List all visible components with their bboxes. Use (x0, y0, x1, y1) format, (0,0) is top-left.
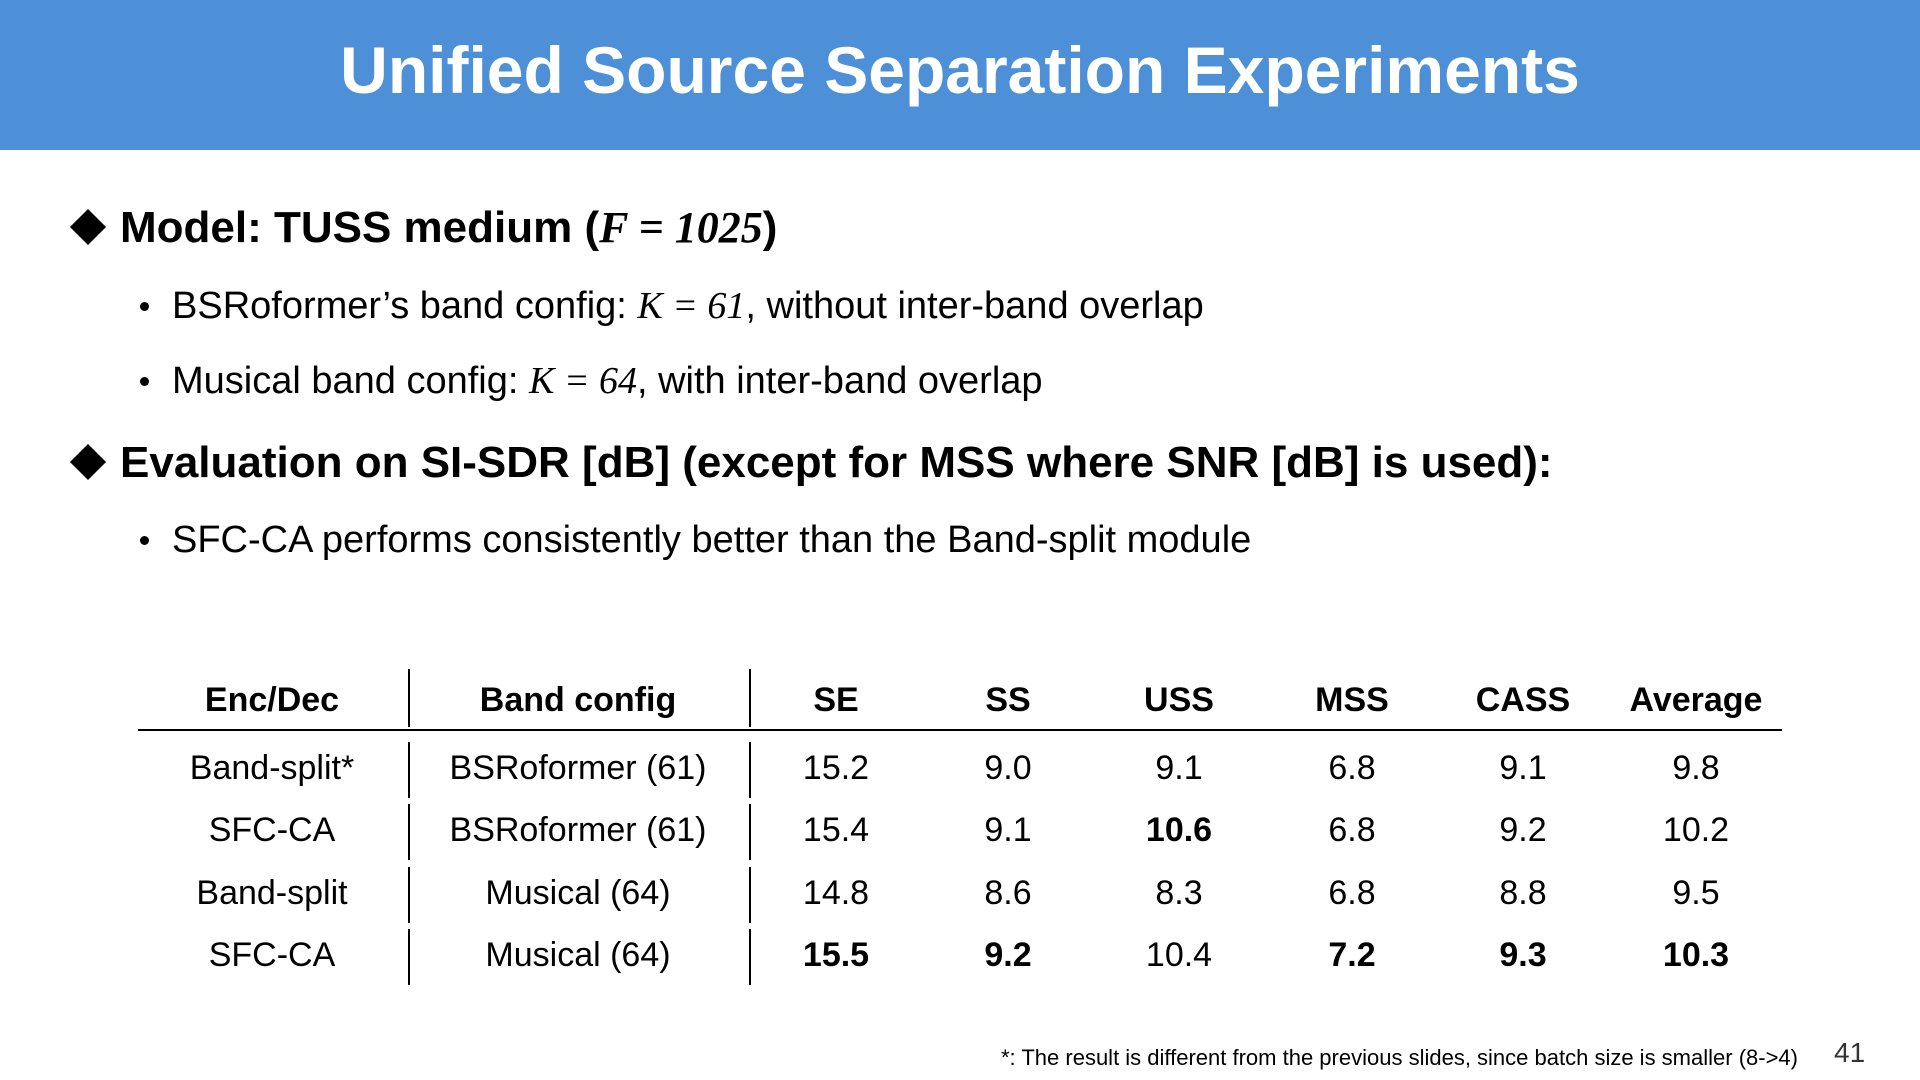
dot (140, 302, 149, 311)
column-rule (408, 804, 410, 860)
table-cell: 9.8 (1672, 749, 1720, 787)
table-cell: 10.6 (1145, 811, 1213, 849)
table-cell: 9.1 (984, 811, 1032, 849)
header-rule (138, 729, 1782, 731)
table-cell: 6.8 (1328, 749, 1376, 787)
column-rule (408, 669, 410, 727)
dot (140, 536, 149, 545)
table-cell: 8.6 (984, 874, 1032, 912)
column-rule (408, 742, 410, 798)
column-header: Average (1629, 681, 1763, 719)
text: Model: TUSS medium ( (120, 203, 600, 252)
table-cell: 9.5 (1672, 874, 1720, 912)
bullet: Model: TUSS medium (F = 1025) (120, 200, 777, 256)
column-rule (749, 867, 751, 923)
table-cell: 6.8 (1328, 811, 1376, 849)
diamond (69, 208, 107, 246)
table-cell: 10.3 (1662, 936, 1730, 974)
column-rule (749, 804, 751, 860)
table-cell: 15.2 (802, 749, 870, 787)
math: F = 1025 (599, 203, 763, 252)
table-cell: 9.0 (984, 749, 1032, 787)
text: Musical band config: (172, 360, 529, 402)
table-cell: Musical (64) (485, 874, 671, 912)
column-rule (749, 742, 751, 798)
table-cell: 7.2 (1328, 936, 1376, 974)
slide-title: Unified Source Separation Experiments (340, 33, 1580, 107)
table-cell: 9.2 (984, 936, 1032, 974)
text: SFC-CA performs consistently better than… (172, 519, 1252, 561)
column-header: SE (813, 681, 859, 719)
text: Evaluation on SI-SDR [dB] (except for MS… (120, 438, 1553, 487)
table-cell: 10.4 (1145, 936, 1213, 974)
table-cell: Band-split (196, 874, 348, 912)
math: K = 64 (528, 360, 637, 402)
text: , with inter-band overlap (636, 360, 1043, 402)
table-cell: SFC-CA (208, 936, 336, 974)
column-header: MSS (1315, 681, 1389, 719)
table-cell: 9.2 (1499, 811, 1547, 849)
dot (140, 377, 149, 386)
text: BSRoformer’s band config: (172, 285, 638, 327)
table-cell: 8.3 (1155, 874, 1203, 912)
column-header: CASS (1475, 681, 1571, 719)
column-rule (408, 867, 410, 923)
diamond (69, 443, 107, 481)
text: ) (762, 203, 778, 252)
bullet: Evaluation on SI-SDR [dB] (except for MS… (120, 435, 1553, 491)
table-cell: 6.8 (1328, 874, 1376, 912)
column-header: USS (1144, 681, 1214, 719)
column-header: Band config (479, 681, 677, 719)
math: K = 61 (637, 285, 746, 327)
table-cell: Musical (64) (485, 936, 671, 974)
table-cell: 10.2 (1662, 811, 1730, 849)
column-rule (749, 669, 751, 727)
table-cell: 15.5 (802, 936, 870, 974)
footnote: *: The result is different from the prev… (1000, 1045, 1798, 1070)
sub-bullet: SFC-CA performs consistently better than… (172, 516, 1251, 564)
table-cell: SFC-CA (208, 811, 336, 849)
table-cell: BSRoformer (61) (449, 749, 707, 787)
table-cell: 9.1 (1155, 749, 1203, 787)
table-cell: BSRoformer (61) (449, 811, 707, 849)
table-cell: 14.8 (802, 874, 870, 912)
table-cell: 15.4 (802, 811, 870, 849)
column-header: Enc/Dec (204, 681, 340, 719)
table-cell: 9.3 (1499, 936, 1547, 974)
sub-bullet: BSRoformer’s band config: K = 61, withou… (172, 282, 1204, 330)
header-band: Unified Source Separation Experiments (0, 0, 1920, 150)
table-cell: 9.1 (1499, 749, 1547, 787)
page-number: 41 (1834, 1037, 1866, 1068)
table-cell: 8.8 (1499, 874, 1547, 912)
column-rule (749, 929, 751, 985)
text: , without inter-band overlap (745, 285, 1204, 327)
column-rule (408, 929, 410, 985)
sub-bullet: Musical band config: K = 64, with inter-… (172, 357, 1043, 405)
table-cell: Band-split* (189, 749, 355, 787)
column-header: SS (985, 681, 1031, 719)
